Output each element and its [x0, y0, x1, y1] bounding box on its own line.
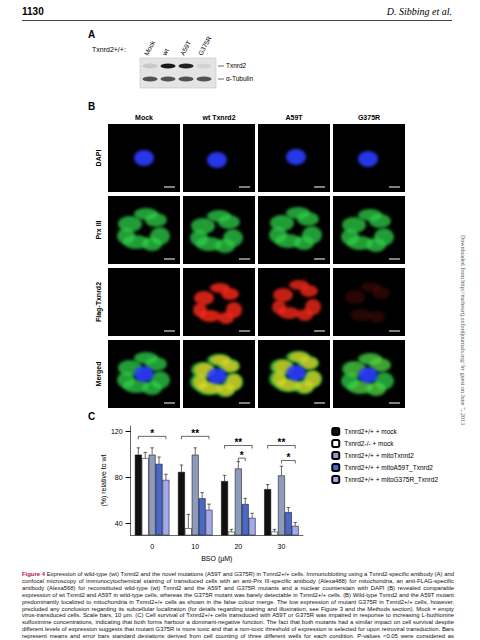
svg-text:G375R: G375R [197, 35, 213, 57]
svg-text:DAPI: DAPI [95, 150, 102, 167]
html-text:1130: 1130 [22, 6, 44, 17]
html-text:D. Sibbing et al.: D. Sibbing et al. [386, 6, 452, 17]
svg-text:Flag-Txnrd2: Flag-Txnrd2 [95, 282, 103, 322]
svg-text:80: 80 [115, 474, 123, 481]
svg-text:Txnrd2+/+:: Txnrd2+/+: [92, 46, 126, 53]
svg-text:C: C [88, 411, 95, 422]
svg-text:Txnrd2+/+ + mock: Txnrd2+/+ + mock [344, 428, 397, 435]
svg-text:30: 30 [278, 543, 286, 550]
svg-text:20: 20 [234, 543, 242, 550]
svg-text:Txnrd2+/+ + mitoA59T_Txnrd2: Txnrd2+/+ + mitoA59T_Txnrd2 [344, 464, 433, 472]
svg-text:A59T: A59T [179, 39, 192, 56]
svg-text:*: * [240, 450, 244, 461]
svg-text:Txnrd2+/+ + mitoG375R_Txnrd2: Txnrd2+/+ + mitoG375R_Txnrd2 [344, 476, 438, 484]
svg-text:0: 0 [150, 543, 154, 550]
svg-text:wt: wt [160, 47, 170, 57]
svg-text:Merged: Merged [95, 362, 103, 387]
svg-text:A59T: A59T [285, 114, 303, 121]
svg-text:A: A [88, 29, 95, 40]
svg-text:BSO (µM): BSO (µM) [201, 555, 232, 563]
svg-text:Txnrd2: Txnrd2 [226, 62, 247, 69]
svg-text:Mock: Mock [135, 114, 153, 121]
svg-text:**: ** [278, 437, 286, 448]
svg-text:wt Txnrd2: wt Txnrd2 [201, 114, 235, 121]
svg-text:*: * [150, 428, 154, 439]
svg-text:**: ** [234, 437, 242, 448]
svg-text:G375R: G375R [358, 114, 380, 121]
svg-text:40: 40 [115, 520, 123, 527]
svg-text:120: 120 [111, 428, 123, 435]
svg-text:Txnrd2+/+ + mitoTxnrd2: Txnrd2+/+ + mitoTxnrd2 [344, 452, 414, 459]
svg-text:Mock: Mock [143, 39, 157, 57]
svg-text:α-Tubulin: α-Tubulin [226, 75, 253, 82]
svg-text:Prx III: Prx III [95, 220, 102, 239]
html-text:Downloaded from http://eurhear: Downloaded from http://eurheartj.oxfordj… [460, 235, 466, 425]
svg-text:*: * [286, 452, 290, 463]
svg-text:Txnrd2-/- + mock: Txnrd2-/- + mock [344, 440, 394, 447]
svg-text:**: ** [191, 428, 199, 439]
html-text:Figure 4: Figure 4 [22, 571, 45, 577]
svg-text:10: 10 [191, 543, 199, 550]
svg-text:(%) relative to wt: (%) relative to wt [100, 454, 108, 506]
svg-text:B: B [88, 101, 95, 112]
